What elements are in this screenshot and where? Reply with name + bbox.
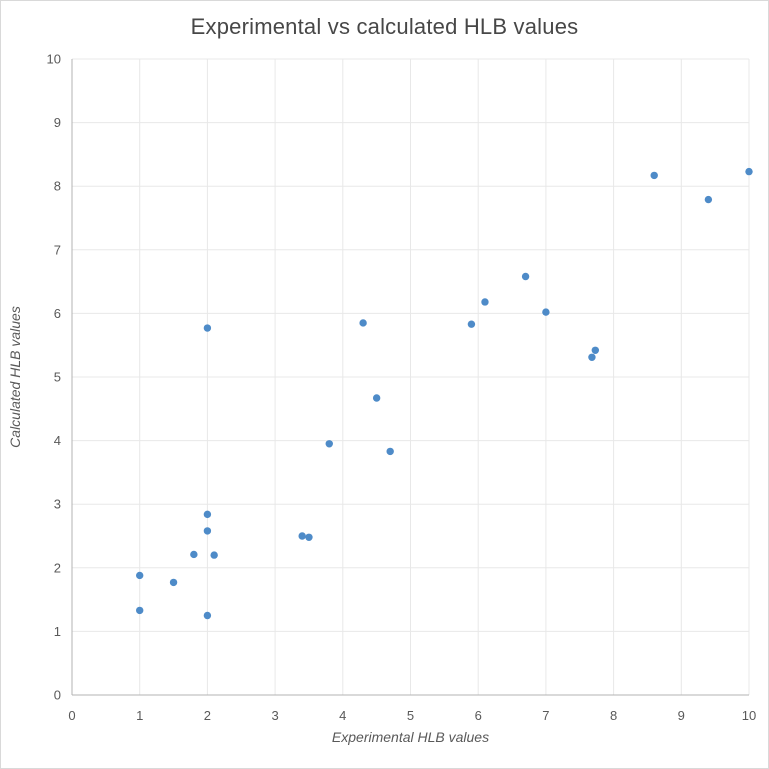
x-tick-label: 1 [136, 708, 143, 723]
data-point [481, 298, 489, 306]
x-axis-title: Experimental HLB values [331, 729, 490, 745]
y-tick-label: 10 [47, 52, 61, 67]
y-tick-label: 1 [54, 624, 61, 639]
data-point [203, 324, 212, 332]
chart-title: Experimental vs calculated HLB values [190, 14, 579, 39]
x-tick-label: 7 [542, 708, 549, 723]
data-point [372, 394, 381, 402]
x-tick-label: 0 [68, 708, 75, 723]
data-point [467, 320, 476, 328]
data-point [210, 551, 218, 559]
data-point [704, 195, 713, 204]
data-point [521, 272, 530, 281]
y-tick-label: 9 [54, 115, 61, 130]
y-tick-label: 0 [54, 688, 61, 703]
data-point [169, 578, 178, 587]
data-point [305, 533, 313, 541]
data-point [203, 510, 212, 519]
data-point [650, 171, 658, 180]
x-tick-label: 2 [204, 708, 211, 723]
y-tick-label: 3 [54, 497, 61, 512]
x-tick-label: 8 [610, 708, 617, 723]
y-tick-label: 4 [54, 433, 61, 448]
data-point [203, 527, 212, 535]
data-point [745, 167, 753, 176]
data-point [136, 606, 144, 615]
data-point [190, 550, 198, 559]
y-tick-label: 5 [54, 370, 61, 385]
data-point [359, 319, 367, 327]
data-point [325, 440, 333, 448]
x-tick-label: 6 [475, 708, 482, 723]
data-point [136, 571, 144, 580]
data-point [591, 346, 600, 354]
data-point [588, 353, 596, 361]
data-point [298, 532, 306, 540]
y-tick-label: 6 [54, 306, 61, 321]
data-point [542, 308, 550, 316]
x-tick-label: 9 [678, 708, 685, 723]
data-point [386, 447, 394, 456]
y-tick-label: 8 [54, 179, 61, 194]
x-tick-label: 5 [407, 708, 414, 723]
x-tick-label: 3 [271, 708, 278, 723]
y-tick-label: 7 [54, 242, 61, 257]
x-tick-label: 10 [742, 708, 756, 723]
y-tick-label: 2 [54, 560, 61, 575]
data-point [203, 611, 212, 620]
x-tick-label: 4 [339, 708, 346, 723]
